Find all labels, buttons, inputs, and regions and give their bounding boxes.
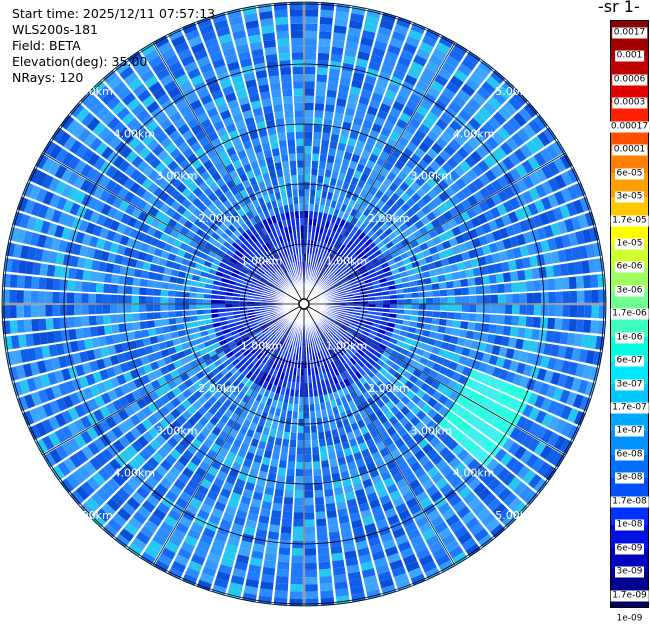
colorbar-tick-label: 1.7e-07	[610, 402, 649, 414]
colorbar-band	[611, 173, 648, 197]
colorbar-tick-label: 6e-08	[614, 449, 645, 461]
colorbar-band	[611, 196, 648, 221]
colorbar-band	[611, 407, 648, 432]
range-label: 2.00km	[368, 212, 410, 225]
colorbar-tick-label: 1e-08	[614, 519, 645, 531]
colorbar-band	[611, 32, 648, 57]
colorbar: 0.0017 0.001 0.0006 0.0003 0.00017 0.0001 6e-0…	[608, 20, 650, 625]
range-label: 5.00km	[71, 85, 113, 98]
colorbar-tick-label: 3e-07	[614, 379, 645, 391]
colorbar-tick-label: 1e-09	[614, 613, 645, 625]
colorbar-band	[611, 548, 648, 572]
colorbar-tick-label: 0.00017	[608, 121, 650, 133]
colorbar-tick-label: 0.0006	[611, 74, 648, 86]
colorbar-tick-label: 0.0001	[611, 144, 648, 156]
elevation-text: Elevation(deg): 35.00	[12, 54, 148, 69]
range-label: 1.00km	[241, 339, 283, 352]
colorbar-tick-label: 1e-07	[614, 425, 645, 437]
colorbar-tick-label: 0.001	[614, 50, 645, 62]
colorbar-band	[611, 314, 648, 338]
range-label: 3.00km	[410, 170, 452, 183]
range-label: 2.00km	[198, 382, 240, 395]
colorbar-band	[611, 290, 648, 314]
range-label: 5.00km	[71, 509, 113, 522]
field-text: Field: BETA	[12, 38, 81, 53]
range-label: 5.00km	[495, 85, 537, 98]
colorbar-tick-label: 0.0017	[611, 27, 648, 39]
start-time-text: Start time: 2025/12/11 07:57:13	[12, 6, 216, 21]
colorbar-tick-label: 3e-08	[614, 472, 645, 484]
colorbar-tick-label: 6e-07	[614, 355, 645, 367]
center-marker	[298, 298, 310, 310]
colorbar-tick-label: 1e-06	[614, 332, 645, 344]
colorbar-tick-label: 1.7e-05	[610, 215, 649, 227]
colorbar-band	[611, 595, 648, 607]
colorbar-band	[611, 126, 648, 150]
plot-info: Start time: 2025/12/11 07:57:13 WLS200s-…	[12, 6, 215, 86]
colorbar-band	[611, 337, 648, 361]
ppi-svg: 1.00km 1.00km 1.00km 1.00km 2.00km 2.00km 2.00…	[1, 1, 607, 607]
colorbar-tick-label: 0.0003	[611, 97, 648, 109]
range-label: 2.00km	[368, 382, 410, 395]
nrays-text: NRays: 120	[12, 70, 84, 85]
colorbar-band	[611, 431, 648, 455]
colorbar-band	[611, 149, 648, 174]
colorbar-tick-label: 1.7e-06	[610, 308, 649, 320]
colorbar-band	[611, 56, 648, 80]
range-label: 1.00km	[326, 255, 368, 268]
range-label: 4.00km	[453, 467, 495, 480]
colorbar-tick-label: 3e-09	[614, 566, 645, 578]
colorbar-tick-label: 1.7e-09	[610, 590, 649, 602]
range-label: 1.00km	[241, 255, 283, 268]
range-label: 5.00km	[495, 509, 537, 522]
colorbar-tick-label: 1.7e-08	[610, 496, 649, 508]
colorbar-tick-label: 1e-05	[614, 238, 645, 250]
range-label: 4.00km	[453, 127, 495, 140]
colorbar-band	[611, 220, 648, 244]
ppi-plot: 1.00km 1.00km 1.00km 1.00km 2.00km 2.00km 2.00…	[1, 1, 607, 607]
range-label: 2.00km	[198, 212, 240, 225]
range-label: 3.00km	[156, 170, 198, 183]
colorbar-band	[611, 524, 648, 549]
colorbar-band	[611, 571, 648, 596]
colorbar-band	[611, 454, 648, 479]
colorbar-tick-label: 6e-06	[614, 261, 645, 273]
range-label: 3.00km	[410, 424, 452, 437]
colorbar-band	[611, 360, 648, 385]
colorbar-tick-label: 3e-06	[614, 285, 645, 297]
ray-sectors	[2, 2, 606, 606]
range-label: 4.00km	[114, 127, 156, 140]
colorbar-band	[611, 384, 648, 408]
colorbar-band	[611, 267, 648, 291]
range-label: 3.00km	[156, 424, 198, 437]
colorbar-band	[611, 501, 648, 525]
colorbar-tick-label: 3e-05	[614, 191, 645, 203]
colorbar-band	[611, 21, 648, 33]
range-label: 1.00km	[326, 339, 368, 352]
instrument-text: WLS200s-181	[12, 22, 98, 37]
colorbar-band	[611, 243, 648, 268]
colorbar-title: -1 sr-	[598, 0, 640, 16]
colorbar-band	[611, 478, 648, 502]
range-label: 4.00km	[114, 467, 156, 480]
colorbar-tick-label: 6e-05	[614, 168, 645, 180]
colorbar-band	[611, 79, 648, 104]
colorbar-tick-label: 6e-09	[614, 543, 645, 555]
colorbar-band	[611, 103, 648, 127]
